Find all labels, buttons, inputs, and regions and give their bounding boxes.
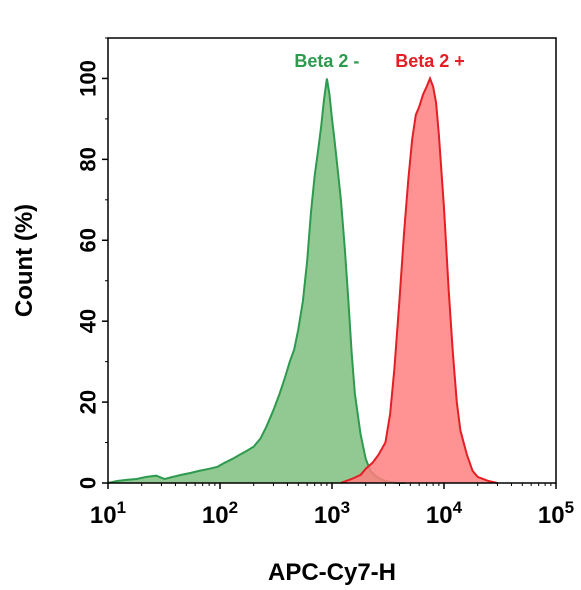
- x-tick-label: 101: [90, 498, 126, 529]
- y-tick-label: 80: [76, 147, 101, 171]
- y-axis-label: Count (%): [11, 204, 38, 317]
- x-tick-label: 103: [314, 498, 350, 529]
- y-tick-label: 60: [76, 228, 101, 252]
- y-tick-label: 0: [76, 477, 101, 489]
- y-tick-label: 100: [76, 60, 101, 97]
- series-line-2: [340, 75, 498, 484]
- legend-label-2: Beta 2 +: [395, 51, 465, 71]
- series-area-2: [340, 78, 498, 483]
- legend-label-1: Beta 2 -: [294, 51, 359, 71]
- series-line-1: [107, 78, 406, 484]
- legend: Beta 2 - Beta 2 +: [294, 51, 464, 71]
- y-tick-label: 40: [76, 309, 101, 333]
- x-tick-label: 102: [202, 498, 238, 529]
- x-axis-label: APC-Cy7-H: [268, 559, 396, 586]
- series-area-1: [108, 78, 406, 483]
- y-tick-label: 20: [76, 390, 101, 414]
- y-axis: 0 20 40 60 80 100: [76, 37, 108, 489]
- series-layer: [107, 75, 498, 484]
- x-tick-label: 104: [426, 498, 463, 529]
- x-axis: 101 102 103 104 105: [90, 483, 574, 529]
- x-tick-label: 105: [538, 498, 574, 529]
